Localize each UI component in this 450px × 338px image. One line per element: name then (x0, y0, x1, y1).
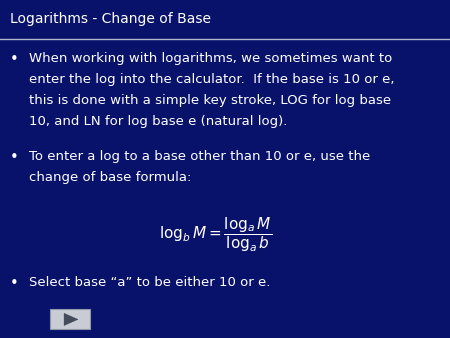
Text: •: • (10, 150, 18, 165)
Text: this is done with a simple key stroke, LOG for log base: this is done with a simple key stroke, L… (29, 94, 392, 107)
Text: •: • (10, 52, 18, 67)
Text: 10, and LN for log base e (natural log).: 10, and LN for log base e (natural log). (29, 115, 288, 128)
Polygon shape (64, 313, 78, 325)
Text: •: • (10, 276, 18, 291)
Text: Select base “a” to be either 10 or e.: Select base “a” to be either 10 or e. (29, 276, 270, 289)
Text: Logarithms - Change of Base: Logarithms - Change of Base (10, 13, 211, 26)
Text: change of base formula:: change of base formula: (29, 171, 192, 184)
Text: enter the log into the calculator.  If the base is 10 or e,: enter the log into the calculator. If th… (29, 73, 395, 86)
Text: When working with logarithms, we sometimes want to: When working with logarithms, we sometim… (29, 52, 392, 65)
Text: To enter a log to a base other than 10 or e, use the: To enter a log to a base other than 10 o… (29, 150, 370, 163)
Bar (0, 0, 450, 39)
Text: $\log_b M = \dfrac{\log_a M}{\log_a b}$: $\log_b M = \dfrac{\log_a M}{\log_a b}$ (159, 215, 273, 254)
FancyBboxPatch shape (50, 310, 90, 329)
